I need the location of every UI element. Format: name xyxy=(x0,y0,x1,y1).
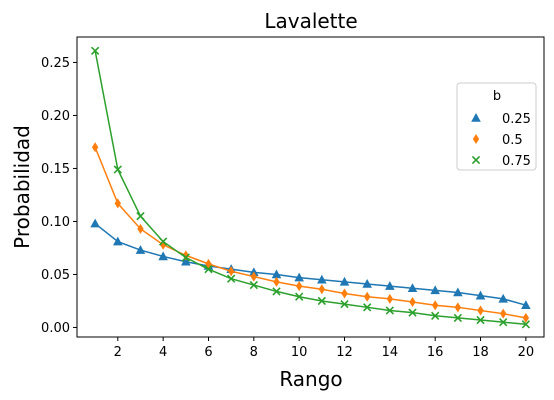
data-point xyxy=(453,287,463,297)
data-point xyxy=(386,293,394,304)
data-point xyxy=(476,315,485,325)
y-tick-label: 0.15 xyxy=(41,162,70,177)
legend-label: 0.75 xyxy=(502,154,531,169)
data-point xyxy=(409,297,416,308)
data-point xyxy=(362,278,372,288)
data-point xyxy=(294,292,304,301)
data-point xyxy=(363,291,371,302)
data-point xyxy=(90,46,100,55)
x-axis-title: Rango xyxy=(279,367,342,391)
x-axis: 2 4 6 8 10 12 14 16 18 20 xyxy=(114,337,534,360)
plot-area xyxy=(90,46,531,329)
data-point xyxy=(205,258,212,269)
data-point xyxy=(113,236,123,246)
data-point xyxy=(250,271,258,282)
data-point xyxy=(204,264,213,274)
data-point xyxy=(158,237,168,246)
x-tick-label: 14 xyxy=(382,345,399,360)
data-point xyxy=(477,305,484,316)
data-point xyxy=(521,320,531,329)
y-tick-label: 0.05 xyxy=(41,268,70,283)
data-point xyxy=(317,274,327,284)
data-point xyxy=(136,211,145,221)
axes-frame xyxy=(76,36,545,338)
data-point xyxy=(453,313,463,323)
data-point xyxy=(137,223,144,234)
data-point xyxy=(226,274,236,283)
x-tick-label: 2 xyxy=(114,345,122,360)
data-point xyxy=(181,253,190,262)
series-line xyxy=(94,222,527,306)
legend-frame xyxy=(456,82,537,171)
y-tick-label: 0.25 xyxy=(41,56,70,71)
data-point xyxy=(340,299,349,309)
data-point xyxy=(273,276,280,287)
x-tick-label: 12 xyxy=(336,345,353,360)
data-point xyxy=(295,281,303,292)
data-point xyxy=(475,290,486,300)
data-point xyxy=(271,269,282,279)
legend-marker xyxy=(472,134,480,144)
data-point xyxy=(408,308,417,317)
data-point xyxy=(135,245,146,254)
data-point xyxy=(159,239,167,250)
data-point xyxy=(521,300,531,309)
y-axis: 0.00 0.05 0.10 0.15 0.20 0.25 xyxy=(41,56,77,336)
data-point xyxy=(385,281,395,290)
data-point xyxy=(227,266,235,277)
data-point xyxy=(499,308,507,319)
data-point xyxy=(499,317,508,327)
data-point xyxy=(158,251,168,261)
x-tick-label: 4 xyxy=(159,345,167,360)
data-point xyxy=(407,283,418,293)
y-tick-label: 0.10 xyxy=(41,215,70,230)
chart-title: Lavalette xyxy=(264,9,357,33)
data-point xyxy=(317,296,327,306)
data-point xyxy=(363,303,372,312)
data-point xyxy=(294,272,304,282)
legend-title: b xyxy=(493,89,501,104)
legend-label: 0.5 xyxy=(502,133,523,148)
data-point xyxy=(181,256,191,266)
data-point xyxy=(339,276,350,286)
legend-marker xyxy=(471,155,481,165)
data-point xyxy=(431,300,439,311)
data-point xyxy=(431,311,440,320)
data-point xyxy=(522,312,530,323)
legend-label: 0.25 xyxy=(502,112,531,127)
x-tick-label: 20 xyxy=(518,345,535,360)
data-point xyxy=(430,285,440,295)
data-point xyxy=(113,165,122,174)
data-point xyxy=(91,142,99,153)
x-tick-label: 6 xyxy=(204,345,212,360)
data-point xyxy=(498,293,508,303)
data-point xyxy=(318,284,326,295)
data-point xyxy=(341,288,348,299)
y-tick-label: 0.20 xyxy=(41,109,70,124)
legend: b 0.25 0.5 0.75 xyxy=(456,82,537,171)
legend-entries: 0.25 0.5 0.75 xyxy=(471,112,531,169)
x-tick-label: 8 xyxy=(250,345,258,360)
y-axis-title: Probabilidad xyxy=(10,125,34,249)
x-tick-label: 10 xyxy=(291,345,308,360)
data-point xyxy=(114,198,122,209)
legend-marker xyxy=(471,113,481,122)
data-point xyxy=(454,302,462,313)
y-tick-label: 0.00 xyxy=(41,321,70,336)
series-x xyxy=(90,46,531,329)
data-point xyxy=(249,280,258,290)
data-point xyxy=(385,306,395,315)
series-line xyxy=(94,146,527,319)
data-point xyxy=(90,218,100,228)
data-point xyxy=(272,287,281,296)
series-diamond xyxy=(91,142,530,323)
x-tick-label: 16 xyxy=(427,345,444,360)
x-tick-label: 18 xyxy=(472,345,489,360)
series-triangle xyxy=(90,218,531,309)
